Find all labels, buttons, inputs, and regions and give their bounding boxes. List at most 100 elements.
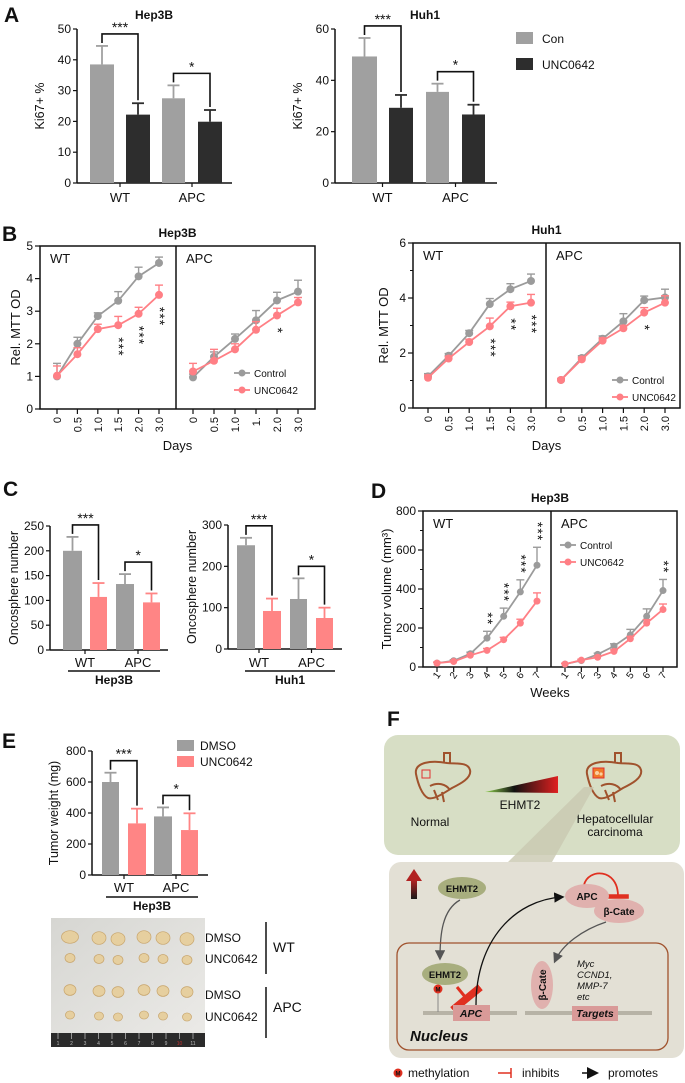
apc-gene-label: APC [459, 1008, 483, 1020]
legend-swatch-unc0642 [516, 58, 533, 70]
data-point [450, 658, 458, 666]
bcatenin-nucleus-label: β-Cate [538, 969, 549, 1001]
tumor-sample [156, 985, 170, 997]
targets-box [572, 1006, 618, 1021]
ruler-number: 3 [84, 1041, 87, 1047]
x-tick-label: 5 [498, 670, 510, 681]
legend-label: UNC0642 [254, 386, 298, 397]
tumor-sample [139, 1010, 149, 1020]
y-tick-label: 40 [58, 53, 72, 67]
tumor-sample [91, 931, 107, 945]
x-tick-label: 3 [592, 670, 604, 681]
tumor-sample [93, 954, 105, 964]
row-label-wt-dmso: DMSO [205, 931, 241, 945]
x-tick-label: 1 [559, 670, 571, 681]
y-tick-label: 20 [316, 125, 330, 139]
normal-label: Normal [411, 815, 450, 829]
tumor-sample [64, 953, 76, 963]
tumor-sample [182, 1012, 192, 1022]
tumor-sample [158, 1011, 168, 1021]
hcc-liver-icon [585, 752, 643, 803]
legend-label-con: Con [542, 32, 564, 46]
legend-promotes-label: promotes [608, 1066, 658, 1080]
y-axis-label: Rel. MTT OD [8, 289, 23, 365]
ruler-number: 8 [151, 1041, 154, 1047]
nucleus-label: Nucleus [410, 1028, 468, 1045]
significance-label: *** [513, 554, 529, 573]
data-point [661, 298, 669, 307]
bcatenin-nucleus-node [531, 961, 553, 1009]
x-tick-label: 1. [251, 417, 263, 426]
hcc-label-line2: carcinoma [587, 825, 643, 839]
data-point [500, 636, 508, 644]
series-line-unc0642 [560, 301, 666, 381]
significance-label: * [453, 57, 459, 73]
y-tick-label: 5 [26, 239, 33, 253]
significance-label: *** [530, 522, 546, 541]
x-tick-label: WT [75, 655, 95, 670]
y-tick-label: 0 [409, 660, 416, 674]
data-point [483, 646, 491, 654]
legend: Control UNC0642 [560, 541, 624, 569]
data-point [626, 635, 634, 643]
significance-label: ** [480, 612, 496, 625]
bar [237, 545, 255, 649]
data-point [598, 336, 607, 345]
x-axis-label: Weeks [530, 685, 570, 700]
data-point [533, 597, 541, 605]
bar [90, 596, 107, 650]
methylation-mark: M [436, 988, 441, 994]
legend-swatch-con [516, 32, 533, 44]
legend-swatch-unc0642 [177, 756, 194, 767]
y-tick-label: 60 [316, 22, 330, 36]
legend: Control UNC0642 [612, 376, 676, 404]
tumor-photo: DMSO UNC0642 DMSO UNC0642 WT APC 1 2 3 4 5 6 7… [51, 918, 302, 1047]
y-axis-label: Oncosphere number [7, 531, 21, 645]
bcatenin-cytoplasm-node [594, 899, 644, 923]
ruler [51, 1033, 205, 1047]
y-tick-label: 100 [24, 593, 44, 607]
data-point [424, 373, 432, 382]
significance-label: *** [111, 337, 127, 356]
chart-title: Hep3B [158, 226, 196, 240]
y-tick-label: 400 [396, 582, 416, 596]
significance-bracket [436, 70, 475, 102]
data-point [527, 298, 535, 307]
data-point [444, 354, 453, 363]
y-tick-label: 800 [396, 504, 416, 518]
y-tick-label: 600 [66, 775, 86, 789]
x-tick-label: 4 [608, 670, 620, 681]
data-point [659, 605, 667, 613]
x-tick-label: 0 [188, 417, 200, 423]
target-gene-etc: etc [577, 992, 590, 1003]
tumor-sample [61, 930, 79, 944]
data-point [294, 287, 302, 296]
x-tick-label: APC [179, 190, 206, 205]
y-axis-label: Rel. MTT OD [376, 287, 391, 363]
legend-methylation-mark: M [396, 1072, 401, 1078]
legend-label: UNC0642 [580, 558, 624, 569]
significance-label: * [309, 551, 315, 567]
y-tick-label: 400 [66, 806, 86, 820]
bar-chart-c-4: 0 50 100 150 200 250 WT *** APC * Oncosphere numbe… [7, 510, 168, 687]
significance-label: ** [656, 561, 672, 574]
y-tick-label: 6 [399, 236, 406, 250]
x-tick-label: APC [298, 655, 325, 670]
data-point [577, 656, 585, 664]
legend-label: Control [632, 376, 664, 387]
data-point [640, 308, 649, 317]
panel-label-c: C [3, 478, 18, 501]
bar [102, 782, 119, 875]
ruler-number: 6 [124, 1041, 127, 1047]
y-axis-label: Ki67+ % [33, 83, 47, 130]
row-label-apc-unc0642: UNC0642 [205, 1010, 258, 1024]
significance-bracket [101, 33, 139, 101]
y-axis-label: Ki67+ % [291, 83, 305, 130]
tumor-sample [63, 984, 77, 996]
tumor-sample [113, 1012, 123, 1022]
data-point [53, 371, 61, 380]
bar [462, 114, 485, 183]
x-axis-label: Days [532, 438, 562, 453]
x-tick-label: 0.5 [577, 416, 589, 431]
